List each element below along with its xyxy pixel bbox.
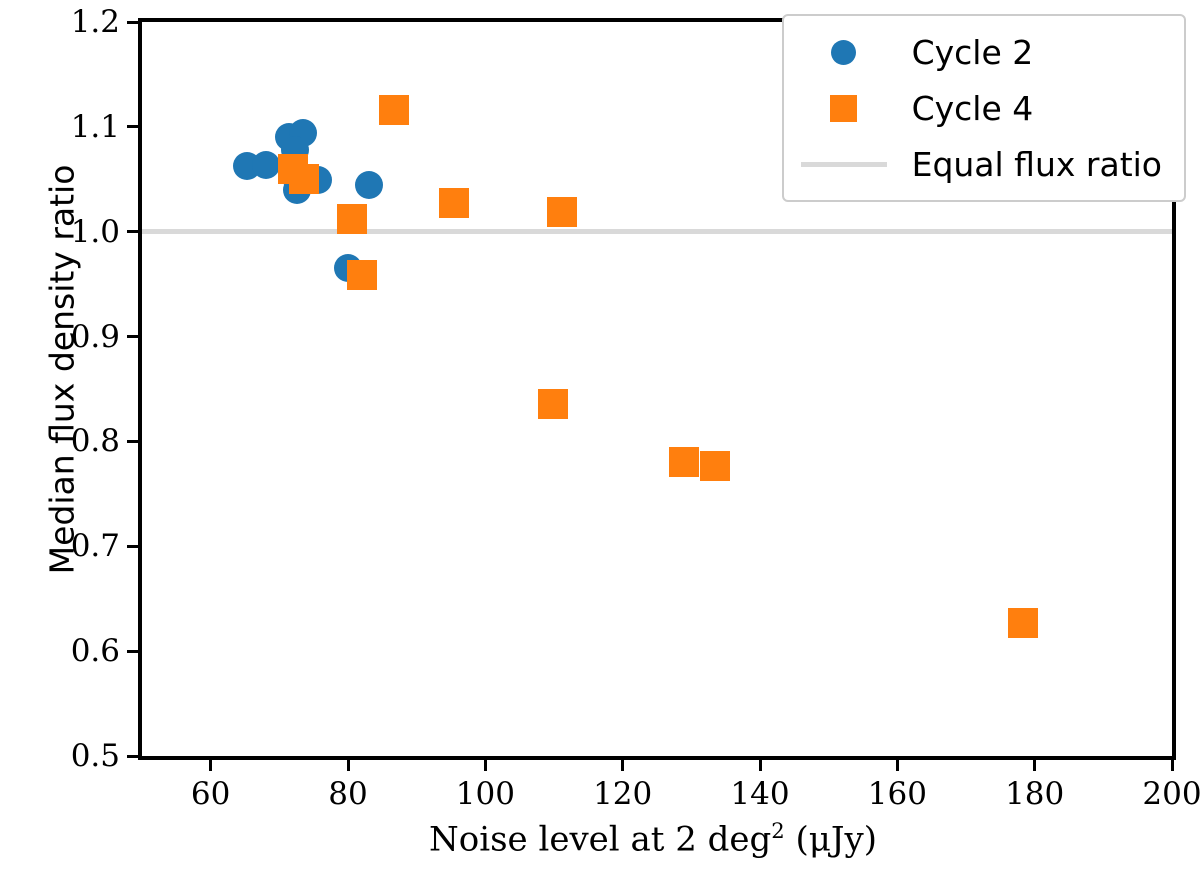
x-tick bbox=[209, 756, 213, 771]
data-point bbox=[355, 170, 384, 199]
y-tick bbox=[127, 649, 142, 653]
x-tick bbox=[346, 756, 350, 771]
y-tick bbox=[127, 335, 142, 339]
data-point bbox=[379, 95, 409, 126]
data-point bbox=[547, 196, 578, 227]
y-tick-label: 0.8 bbox=[70, 423, 120, 460]
x-tick bbox=[758, 756, 762, 771]
y-tick-label: 1.1 bbox=[70, 108, 120, 145]
legend: Cycle 2 Cycle 4 Equal flux ratio bbox=[781, 14, 1186, 202]
x-tick-label: 80 bbox=[328, 776, 368, 812]
x-axis-title-exponent: 2 bbox=[771, 818, 785, 843]
legend-item-cycle-4[interactable]: Cycle 4 bbox=[798, 86, 1162, 130]
data-point bbox=[537, 388, 568, 419]
x-tick bbox=[1170, 756, 1174, 771]
circle-marker-icon bbox=[798, 39, 890, 65]
x-tick-label: 180 bbox=[1005, 776, 1065, 812]
x-tick-label: 160 bbox=[867, 776, 927, 812]
plot-inner: 60 80 100 120 140 160 180 200 0.5 0.6 0.7 0.8 0.9 1.0… bbox=[71, 4, 1200, 812]
x-tick-label: 100 bbox=[455, 776, 515, 812]
x-tick-label: 140 bbox=[730, 776, 790, 812]
y-tick-label: 1.0 bbox=[70, 213, 120, 250]
y-tick bbox=[127, 754, 142, 758]
data-point bbox=[1007, 607, 1038, 638]
x-tick bbox=[621, 756, 625, 771]
data-point bbox=[346, 259, 377, 290]
data-point bbox=[700, 450, 731, 481]
line-handle-icon bbox=[798, 161, 890, 167]
x-tick bbox=[1033, 756, 1037, 771]
legend-item-cycle-2[interactable]: Cycle 2 bbox=[798, 30, 1162, 74]
y-tick bbox=[127, 20, 142, 24]
x-tick bbox=[483, 756, 487, 771]
x-tick-label: 200 bbox=[1142, 776, 1200, 812]
equal-flux-ratio-line bbox=[142, 229, 1172, 235]
y-tick-label: 0.6 bbox=[70, 633, 120, 670]
data-point bbox=[252, 150, 281, 179]
square-marker-icon bbox=[798, 94, 890, 122]
legend-item-equal-flux-ratio[interactable]: Equal flux ratio bbox=[798, 142, 1162, 186]
y-axis-title: Median flux density ratio bbox=[42, 164, 82, 575]
y-tick bbox=[127, 439, 142, 443]
x-tick bbox=[895, 756, 899, 771]
legend-label-cycle-4: Cycle 4 bbox=[911, 88, 1034, 128]
legend-label-cycle-2: Cycle 2 bbox=[911, 32, 1034, 72]
y-tick-label: 0.5 bbox=[70, 738, 120, 774]
x-tick-label: 60 bbox=[190, 776, 231, 812]
x-tick-label: 120 bbox=[593, 776, 653, 812]
y-tick bbox=[127, 230, 142, 234]
data-point bbox=[668, 447, 699, 478]
legend-label-equal-flux-ratio: Equal flux ratio bbox=[911, 144, 1162, 184]
y-tick bbox=[127, 544, 142, 548]
data-point bbox=[337, 204, 368, 235]
y-tick bbox=[127, 125, 142, 129]
x-axis-title-suffix: (μJy) bbox=[784, 819, 877, 860]
y-tick-label: 0.7 bbox=[70, 528, 120, 565]
x-axis-title: Noise level at 2 deg2 (μJy) bbox=[138, 818, 1168, 859]
x-axis-title-prefix: Noise level at 2 deg bbox=[428, 819, 772, 860]
data-point bbox=[438, 188, 469, 219]
y-tick-label: 1.2 bbox=[70, 4, 120, 40]
data-point bbox=[289, 164, 320, 195]
y-tick-label: 0.9 bbox=[70, 318, 120, 355]
